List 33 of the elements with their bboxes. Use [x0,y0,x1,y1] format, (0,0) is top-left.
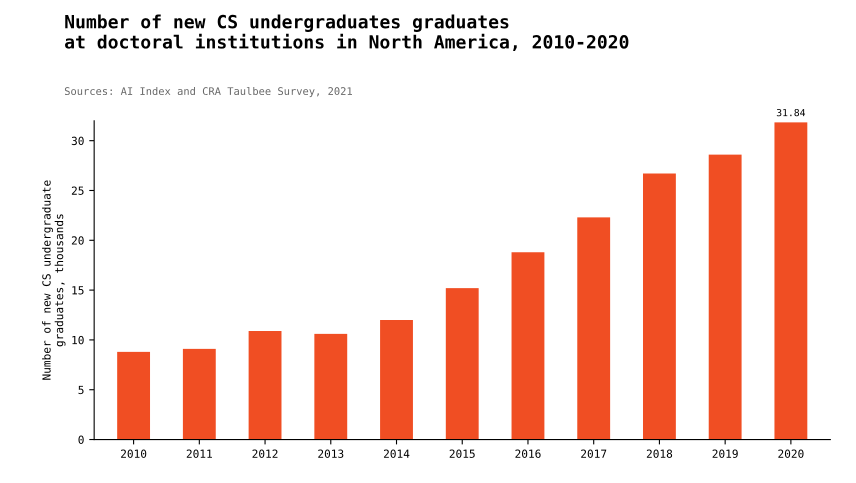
y-tick-label: 5 [78,386,84,394]
x-tick-label: 2020 [778,450,804,458]
bar [577,217,610,440]
bar [512,252,544,440]
bar [182,348,216,440]
bar [117,352,150,440]
chart-title: Number of new CS undergraduates graduates at doctoral institutions in North America, 2010-2020 [65,14,628,51]
x-tick-label: 2018 [646,450,672,458]
y-tick-label: 15 [72,286,84,295]
chart-subtitle: Sources: AI Index and CRA Taulbee Survey, 2021 [64,86,352,98]
bar [380,320,413,440]
x-tick-label: 2012 [252,450,278,458]
x-tick-label: 2016 [515,450,541,458]
x-tick-label: 2011 [186,450,212,458]
bar [248,330,282,440]
y-tick-label: 0 [78,436,84,444]
x-tick-label: 2014 [384,450,410,458]
x-tick-label: 2017 [581,450,606,458]
x-tick-label: 2013 [318,450,344,458]
x-tick-label: 2015 [450,450,475,458]
y-tick-label: 20 [72,236,84,245]
bar [314,334,348,440]
y-tick-label: 30 [72,136,84,146]
bar [642,174,676,440]
data-label: 31.84 [776,108,806,116]
y-tick-label: 25 [72,186,84,195]
y-tick-label: 10 [72,336,84,344]
y-axis-title: Number of new CS undergraduate graduates, thousands [42,180,66,380]
bar [774,122,808,440]
x-tick-label: 2010 [121,450,146,458]
bar [708,154,742,440]
x-tick-label: 2019 [712,450,738,458]
bar [446,288,479,440]
